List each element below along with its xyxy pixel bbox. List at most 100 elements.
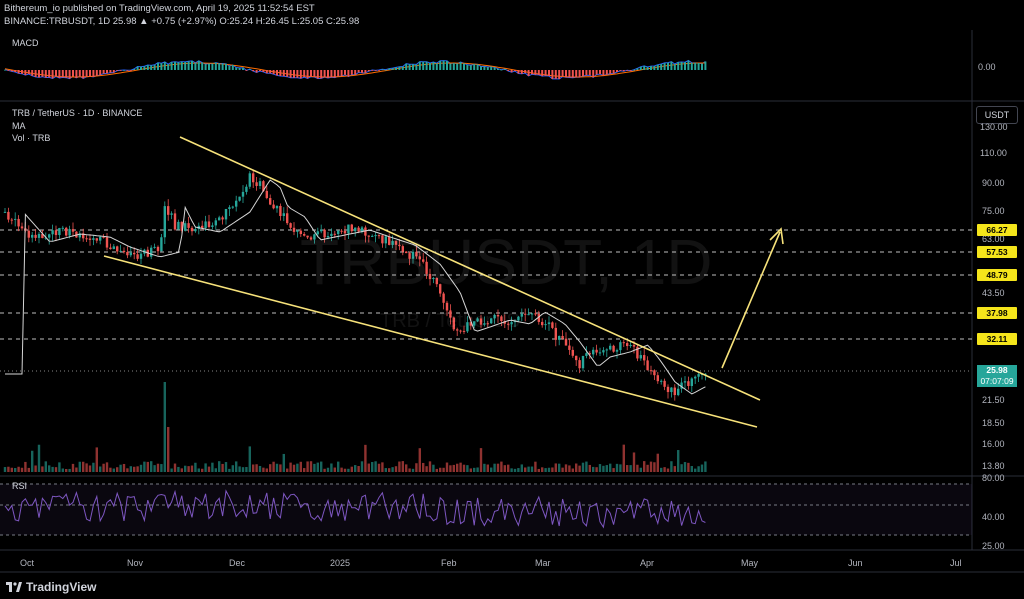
candle-body <box>299 230 302 235</box>
candle-body <box>201 225 204 229</box>
macd-histogram-bar <box>163 61 166 70</box>
candle-body <box>92 238 95 240</box>
volume-bar <box>619 464 622 472</box>
macd-histogram-bar <box>544 70 547 76</box>
macd-histogram-bar <box>146 65 149 70</box>
axis-18: 18.50 <box>982 418 1005 428</box>
candle-body <box>598 352 602 354</box>
volume-bar <box>418 448 421 472</box>
volume-bar <box>238 466 241 472</box>
macd-histogram-bar <box>214 62 217 70</box>
macd-histogram-bar <box>34 70 37 77</box>
volume-bar <box>265 468 268 472</box>
macd-histogram-bar <box>571 70 574 78</box>
macd-histogram-bar <box>469 65 472 70</box>
candle-body <box>663 380 666 387</box>
macd-histogram-bar <box>255 70 258 73</box>
volume-bar <box>677 450 680 472</box>
macd-histogram-bar <box>374 70 377 71</box>
macd-histogram-bar <box>153 64 156 70</box>
volume-bar <box>180 468 183 472</box>
candle-body <box>626 343 629 347</box>
candle-body <box>377 235 381 237</box>
volume-bar <box>289 462 292 472</box>
volume-bar <box>51 466 54 472</box>
macd-histogram-bar <box>524 70 527 74</box>
volume-bar <box>524 467 527 472</box>
volume-bar <box>245 467 248 472</box>
level-tag-48: 48.79 <box>977 269 1017 281</box>
candle-body <box>238 196 241 201</box>
volume-bar <box>85 463 88 472</box>
volume-bar <box>350 466 353 472</box>
macd-histogram-bar <box>510 70 513 73</box>
rsi-band <box>0 484 972 535</box>
candle-body <box>639 355 642 359</box>
rsi-label[interactable]: RSI <box>12 481 28 491</box>
candle-body <box>241 191 245 197</box>
tradingview-logo[interactable]: TradingView <box>6 580 96 594</box>
volume-bar <box>201 468 204 472</box>
macd-histogram-bar <box>605 70 608 75</box>
macd-histogram-bar <box>527 70 530 76</box>
candle-body <box>167 206 170 215</box>
wedge-upper-trendline <box>179 136 761 401</box>
macd-histogram-bar <box>697 62 700 70</box>
volume-bar <box>105 462 109 472</box>
macd-histogram-bar <box>480 66 482 70</box>
macd-histogram-bar <box>21 70 23 74</box>
volume-bar <box>136 466 139 472</box>
volume-bar <box>384 468 387 472</box>
volume-bar <box>126 468 129 472</box>
volume-bar <box>269 464 272 472</box>
macd-histogram-bar <box>517 70 520 74</box>
candle-body <box>303 234 306 236</box>
volume-bar <box>656 453 659 472</box>
volume-bar <box>479 448 483 472</box>
macd-histogram-bar <box>323 70 326 78</box>
candle-body <box>432 277 435 280</box>
candle-body <box>367 235 370 237</box>
macd-histogram-bar <box>123 69 125 71</box>
unit-button[interactable]: USDT <box>976 106 1018 124</box>
volume-bar <box>428 461 432 472</box>
macd-histogram-bar <box>208 63 210 70</box>
macd-histogram-bar <box>520 70 523 74</box>
candle-body <box>245 186 248 192</box>
main-title: TRB / TetherUS · 1D · BINANCE <box>12 108 143 118</box>
volume-bar <box>449 465 452 472</box>
candle-body <box>211 225 214 227</box>
volume-bar <box>615 463 619 472</box>
candle-body <box>571 349 574 356</box>
candle-body <box>235 200 238 207</box>
volume-bar <box>564 464 568 472</box>
volume-bar <box>561 467 564 472</box>
vol-label[interactable]: Vol · TRB <box>12 133 51 143</box>
macd-histogram-bar <box>194 62 197 70</box>
volume-bar <box>262 467 265 472</box>
candle-body <box>592 349 595 355</box>
volume-bar <box>459 462 462 472</box>
candle-body <box>564 338 568 346</box>
macd-histogram-bar <box>337 70 340 77</box>
macd-label[interactable]: MACD <box>12 38 39 48</box>
candle-body <box>262 181 265 191</box>
macd-histogram-bar <box>333 70 336 78</box>
macd-histogram-bar <box>636 68 639 70</box>
macd-histogram-bar <box>684 62 686 70</box>
candle-body <box>415 251 418 257</box>
macd-histogram-bar <box>303 70 306 78</box>
ma-label[interactable]: MA <box>12 121 26 131</box>
volume-bar <box>653 462 656 472</box>
candle-body <box>323 229 326 238</box>
candle-body <box>221 217 224 220</box>
candle-body <box>456 329 459 331</box>
volume-bar <box>211 462 214 472</box>
macd-histogram-bar <box>286 70 289 77</box>
volume-bar <box>462 464 466 472</box>
candle-body <box>609 345 612 350</box>
candle-body <box>224 209 228 220</box>
candle-body <box>510 322 513 325</box>
candle-body <box>636 346 639 359</box>
